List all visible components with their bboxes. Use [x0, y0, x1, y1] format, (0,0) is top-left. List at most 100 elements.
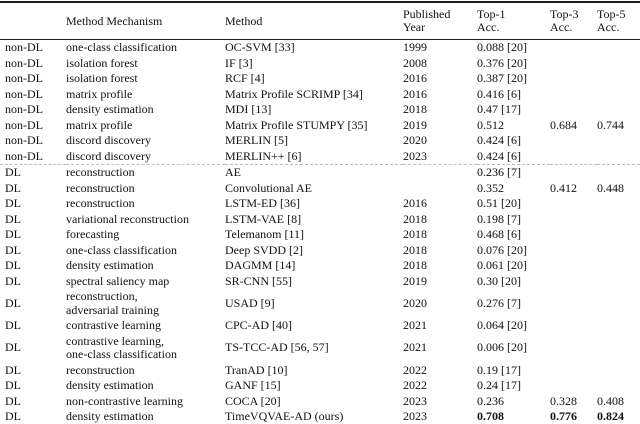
cell-year: 2023	[403, 148, 427, 163]
table-row: DL reconstruction, adversarial training US…	[0, 289, 640, 318]
cell-mechanism: variational reconstruction	[66, 211, 189, 226]
cell-mechanism: density estimation	[66, 258, 154, 272]
cell-mechanism: reconstruction	[66, 196, 135, 210]
cell-year: 1999	[403, 40, 427, 54]
cell-method: COCA [20]	[225, 393, 281, 408]
cell-mechanism: contrastive learning	[66, 318, 161, 332]
cell-method: MERLIN [5]	[225, 133, 288, 147]
cell-method: TimeVQVAE-AD (ours)	[225, 409, 344, 423]
cell-mechanism: non-contrastive learning	[66, 393, 183, 408]
cell-top3	[550, 87, 597, 103]
header-row: Method Mechanism Method Published Year T…	[0, 2, 640, 40]
cell-top1: 0.064 [20]	[477, 318, 527, 332]
table-row: DL density estimation GANF [15] 2022 0.24 [1…	[0, 378, 640, 394]
cell-top1: 0.468 [6]	[477, 227, 521, 241]
cell-mechanism: one-class classification	[66, 40, 177, 54]
cell-method: MDI [13]	[225, 102, 272, 116]
cell-year: 2016	[403, 196, 427, 210]
cell-year: 2020	[403, 295, 427, 310]
cell-top1: 0.19 [17]	[477, 362, 521, 377]
cell-top5	[597, 71, 640, 87]
cell-method: SR-CNN [55]	[225, 273, 293, 288]
table-row: DL reconstruction Convolutional AE 0.352 0.4…	[0, 181, 640, 197]
cell-category: DL	[5, 340, 21, 355]
cell-category: non-DL	[5, 40, 43, 54]
table-row: non-DL isolation forest IF [3] 2008 0.376 [2…	[0, 56, 640, 72]
cell-category: DL	[5, 242, 21, 257]
cell-top1: 0.352	[477, 180, 504, 195]
cell-top1: 0.088 [20]	[477, 40, 527, 54]
cell-top5	[597, 274, 640, 290]
cell-category: DL	[0, 164, 66, 181]
table-row: DL variational reconstruction LSTM-VAE [8]…	[0, 212, 640, 228]
cell-top1: 0.424 [6]	[477, 148, 521, 163]
cell-year: 2019	[403, 273, 427, 288]
cell-method: GANF [15]	[225, 378, 281, 392]
cell-top5	[597, 378, 640, 394]
table-row: non-DL matrix profile Matrix Profile STUMP…	[0, 118, 640, 134]
table-row: DL reconstruction LSTM-ED [36] 2016 0.51 [20…	[0, 196, 640, 212]
cell-year: 2021	[403, 318, 427, 332]
cell-top5	[597, 40, 640, 56]
cell-top5: 0.824	[597, 409, 624, 423]
cell-mechanism: isolation forest	[66, 71, 138, 85]
cell-top3	[550, 334, 597, 363]
cell-top5	[597, 289, 640, 318]
header-top5-acc: Top-5 Acc.	[597, 2, 640, 40]
header-method-mechanism: Method Mechanism	[66, 2, 225, 40]
cell-category: non-DL	[5, 102, 43, 116]
cell-category: non-DL	[5, 133, 43, 147]
table-row: non-DL discord discovery MERLIN [5] 2020 0.4…	[0, 133, 640, 149]
table-row: DL density estimation TimeVQVAE-AD (ours) 2…	[0, 409, 640, 424]
table-row: non-DL isolation forest RCF [4] 2016 0.387 […	[0, 71, 640, 87]
cell-mechanism: spectral saliency map	[66, 273, 170, 288]
cell-year: 2023	[403, 409, 427, 423]
table-row: DL non-contrastive learning COCA [20] 2023 0…	[0, 394, 640, 410]
cell-year	[403, 181, 477, 197]
cell-top3	[550, 212, 597, 228]
cell-top1: 0.061 [20]	[477, 258, 527, 272]
table-row: DL contrastive learning, one-class classi…	[0, 334, 640, 363]
cell-category: DL	[5, 273, 21, 288]
cell-top3: 0.328	[550, 393, 577, 408]
cell-mechanism: discord discovery	[66, 148, 151, 163]
cell-top5	[597, 196, 640, 212]
cell-year: 2008	[403, 55, 427, 70]
cell-top5	[597, 243, 640, 259]
cell-top1: 0.424 [6]	[477, 133, 521, 147]
table-row: DL forecasting Telemanom [11] 2018 0.468 [6]	[0, 227, 640, 243]
cell-category: DL	[5, 227, 21, 241]
cell-top5	[597, 164, 640, 181]
cell-year: 2018	[403, 102, 427, 116]
cell-top1: 0.416 [6]	[477, 86, 521, 101]
cell-method: Matrix Profile SCRIMP [34]	[225, 86, 363, 101]
cell-top3	[550, 258, 597, 274]
cell-category: non-DL	[5, 86, 43, 101]
cell-method: RCF [4]	[225, 71, 265, 85]
cell-category: DL	[5, 295, 21, 310]
cell-year: 2022	[403, 378, 427, 392]
cell-mechanism: reconstruction	[66, 164, 225, 181]
cell-top3: 0.776	[550, 409, 577, 423]
cell-category: DL	[5, 393, 21, 408]
cell-top1: 0.236 [7]	[477, 164, 550, 181]
cell-top5	[597, 334, 640, 363]
cell-top1: 0.387 [20]	[477, 71, 527, 85]
cell-method: USAD [9]	[225, 295, 275, 310]
cell-top5: 0.408	[597, 393, 624, 408]
table-row: DL reconstruction AE 0.236 [7]	[0, 164, 640, 181]
cell-top5	[597, 87, 640, 103]
cell-category: non-DL	[5, 148, 43, 163]
cell-category: non-DL	[5, 71, 43, 85]
header-category	[0, 2, 66, 40]
cell-top3	[550, 363, 597, 379]
cell-mechanism: one-class classification	[66, 242, 177, 257]
cell-year: 2016	[403, 71, 427, 85]
cell-top3	[550, 243, 597, 259]
cell-method: MERLIN++ [6]	[225, 148, 302, 163]
cell-mechanism: contrastive learning, one-class classifi…	[66, 333, 177, 361]
cell-method: OC-SVM [33]	[225, 40, 295, 54]
cell-top3: 0.684	[550, 117, 577, 132]
table-header: Method Mechanism Method Published Year T…	[0, 2, 640, 40]
